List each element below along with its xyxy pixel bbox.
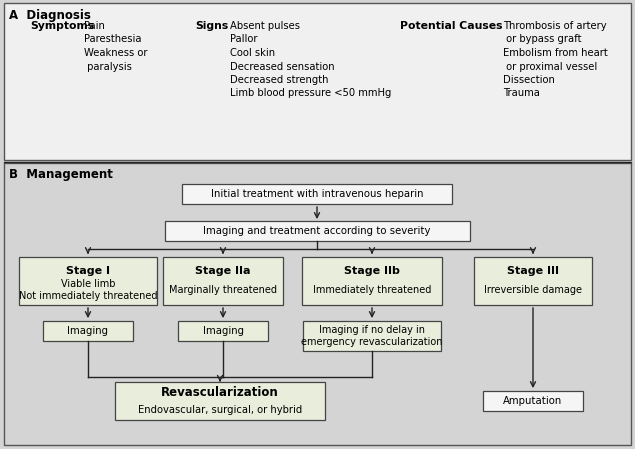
FancyBboxPatch shape [4, 3, 631, 160]
Text: Limb blood pressure <50 mmHg: Limb blood pressure <50 mmHg [230, 88, 391, 98]
Text: Immediately threatened: Immediately threatened [313, 285, 431, 295]
Text: A  Diagnosis: A Diagnosis [9, 9, 91, 22]
Text: Endovascular, surgical, or hybrid: Endovascular, surgical, or hybrid [138, 405, 302, 415]
Text: B  Management: B Management [9, 168, 113, 181]
FancyBboxPatch shape [178, 321, 268, 341]
Text: Stage IIb: Stage IIb [344, 266, 400, 276]
Text: Paresthesia: Paresthesia [84, 35, 142, 44]
Text: Viable limb
Not immediately threatened: Viable limb Not immediately threatened [19, 279, 157, 301]
FancyBboxPatch shape [163, 257, 283, 305]
Text: Potential Causes: Potential Causes [400, 21, 502, 31]
Text: Signs: Signs [195, 21, 228, 31]
Text: Amputation: Amputation [504, 396, 563, 406]
FancyBboxPatch shape [182, 184, 452, 204]
Text: Cool skin: Cool skin [230, 48, 275, 58]
Text: Stage III: Stage III [507, 266, 559, 276]
FancyBboxPatch shape [164, 221, 469, 241]
Text: or bypass graft: or bypass graft [503, 35, 582, 44]
FancyBboxPatch shape [474, 257, 592, 305]
FancyBboxPatch shape [483, 391, 583, 411]
Text: Imaging and treatment according to severity: Imaging and treatment according to sever… [203, 226, 431, 236]
Text: Stage I: Stage I [66, 266, 110, 276]
FancyBboxPatch shape [43, 321, 133, 341]
Text: Absent pulses: Absent pulses [230, 21, 300, 31]
Text: Decreased sensation: Decreased sensation [230, 62, 335, 71]
Text: Thrombosis of artery: Thrombosis of artery [503, 21, 606, 31]
FancyBboxPatch shape [302, 257, 442, 305]
Text: Imaging: Imaging [67, 326, 109, 336]
FancyBboxPatch shape [115, 382, 325, 420]
Text: Dissection: Dissection [503, 75, 555, 85]
Text: Weakness or: Weakness or [84, 48, 147, 58]
Text: Decreased strength: Decreased strength [230, 75, 328, 85]
Text: Revascularization: Revascularization [161, 387, 279, 400]
Text: Embolism from heart: Embolism from heart [503, 48, 608, 58]
Text: Marginally threatened: Marginally threatened [169, 285, 277, 295]
FancyBboxPatch shape [303, 321, 441, 351]
Text: Stage IIa: Stage IIa [195, 266, 251, 276]
Text: Pain: Pain [84, 21, 105, 31]
Text: or proximal vessel: or proximal vessel [503, 62, 598, 71]
Text: Initial treatment with intravenous heparin: Initial treatment with intravenous hepar… [211, 189, 424, 199]
Text: Symptoms: Symptoms [30, 21, 94, 31]
Text: Pallor: Pallor [230, 35, 258, 44]
Text: Trauma: Trauma [503, 88, 540, 98]
Text: paralysis: paralysis [84, 62, 132, 71]
Text: Imaging: Imaging [203, 326, 243, 336]
Text: Imaging if no delay in
emergency revascularization: Imaging if no delay in emergency revascu… [301, 325, 443, 347]
FancyBboxPatch shape [4, 163, 631, 445]
Text: Irreversible damage: Irreversible damage [484, 285, 582, 295]
FancyBboxPatch shape [19, 257, 157, 305]
